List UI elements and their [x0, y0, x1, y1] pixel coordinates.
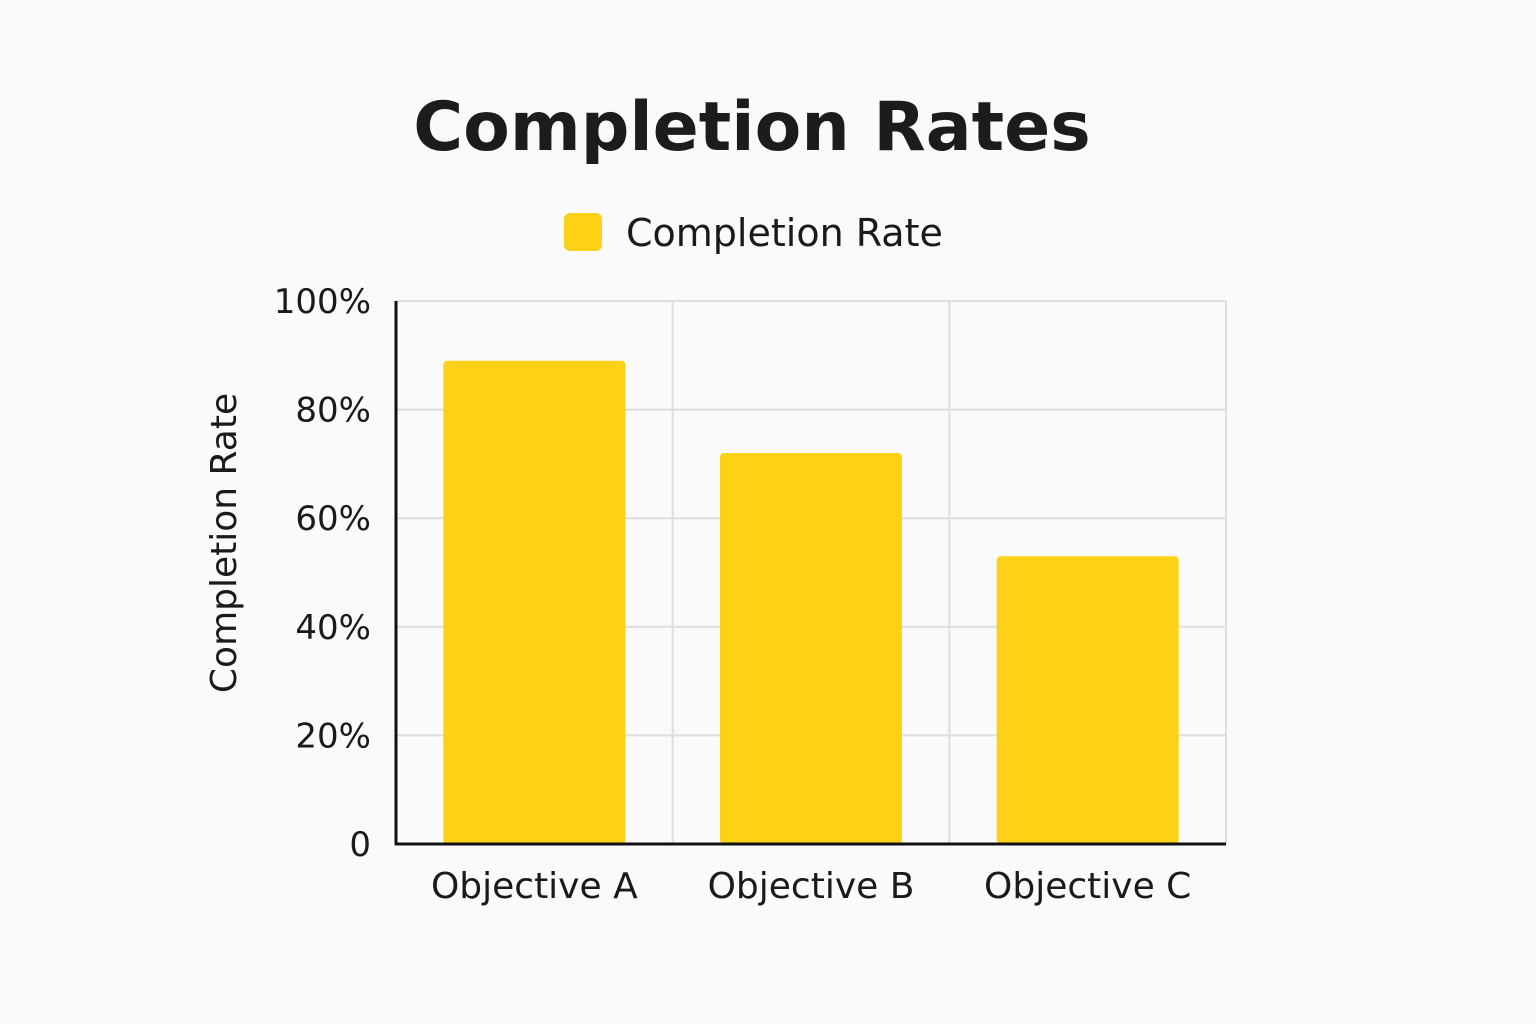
x-tick-label: Objective C [984, 866, 1191, 907]
axes [394, 301, 1226, 846]
bars [443, 360, 1179, 844]
y-tick-label: 80% [295, 391, 371, 431]
bar-objective-c [996, 556, 1179, 844]
y-tick-labels: 0 20% 40% 60% 80% 100% [274, 282, 371, 865]
legend-swatch [564, 213, 602, 251]
y-tick-label: 0 [349, 825, 371, 865]
y-axis-label: Completion Rate [204, 393, 245, 693]
x-tick-label: Objective B [708, 866, 915, 907]
legend-label: Completion Rate [626, 211, 943, 255]
legend: Completion Rate [564, 211, 943, 255]
bar-objective-a [443, 360, 626, 844]
x-tick-label: Objective A [431, 866, 638, 907]
y-tick-label: 20% [295, 716, 371, 756]
y-tick-label: 40% [295, 608, 371, 648]
x-tick-labels: Objective A Objective B Objective C [431, 866, 1191, 907]
chart-title: Completion Rates [413, 88, 1091, 167]
bar-objective-b [720, 453, 902, 844]
y-tick-label: 60% [295, 499, 371, 539]
y-tick-label: 100% [274, 282, 371, 322]
